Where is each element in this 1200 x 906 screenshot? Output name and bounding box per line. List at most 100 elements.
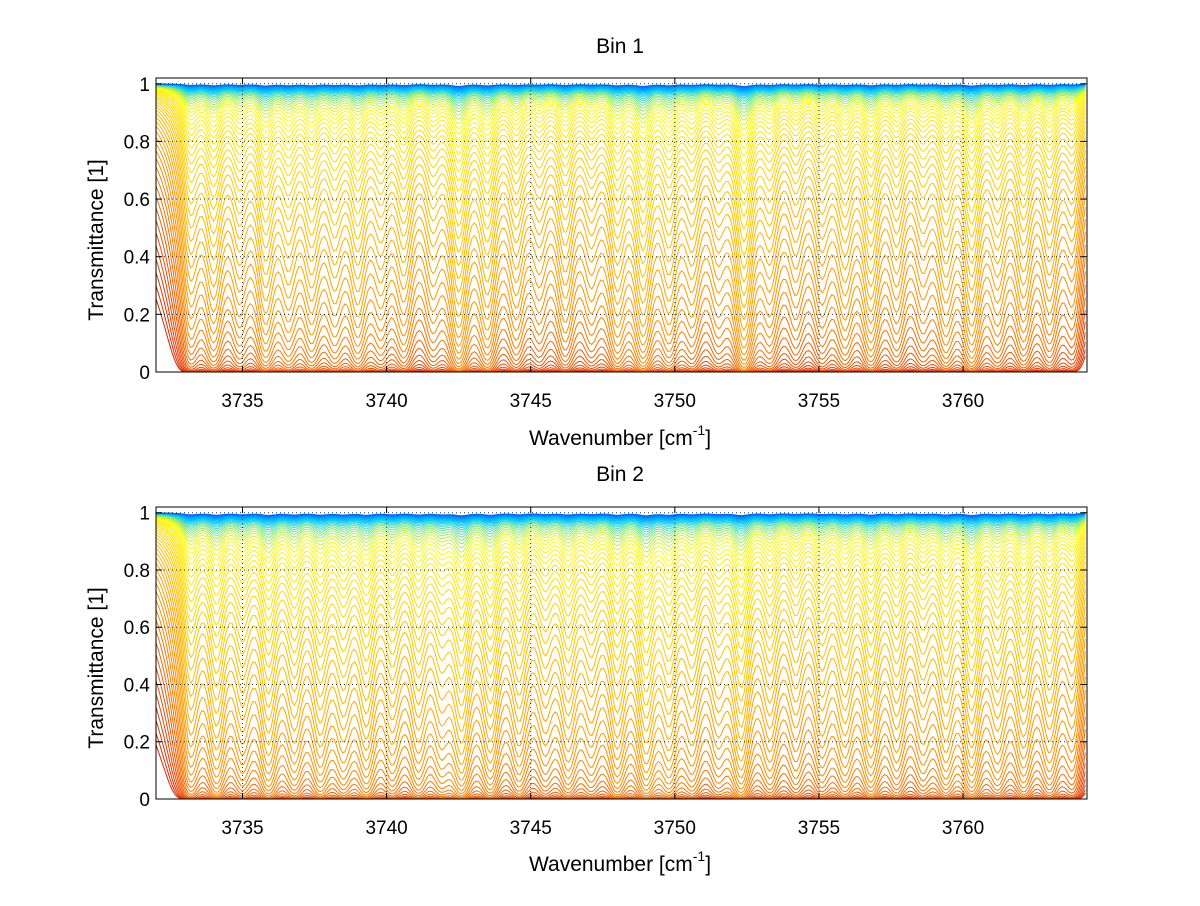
series-line: [155, 84, 1086, 99]
series-line: [155, 95, 1086, 206]
series-line: [155, 514, 1086, 541]
x-axis-label-text: Wavenumber [cm: [529, 427, 693, 450]
y-axis-label: Transmittance [1]: [85, 587, 108, 748]
series-line: [155, 575, 1086, 781]
series-line: [155, 522, 1086, 609]
y-tick-label: 0.4: [124, 675, 151, 696]
series-line: [155, 166, 1086, 368]
axes-box: [155, 506, 1088, 800]
series-line: [155, 175, 1086, 370]
chart-title: Bin 2: [596, 463, 644, 486]
x-axis-label: Wavenumber [cm-1]: [529, 422, 711, 450]
y-tick-label: 0.6: [124, 618, 150, 639]
x-tick-label: 3735: [221, 818, 263, 839]
series-line: [155, 519, 1086, 583]
series-line: [155, 85, 1086, 107]
subplot-bin-2: Bin 2 0 0.2 0.4 0.6 0.8 1 3735 3740 3745 3750 3755…: [85, 463, 1088, 876]
series-line: [155, 87, 1086, 131]
x-tick-label: 3760: [942, 391, 984, 412]
series-line: [155, 113, 1086, 297]
series-line: [155, 531, 1086, 667]
series-line: [155, 101, 1086, 244]
series-line: [155, 196, 1086, 372]
series-line: [155, 207, 1086, 373]
series-line: [155, 136, 1086, 349]
series-line: [155, 143, 1086, 356]
y-tick-label: 0.8: [124, 561, 150, 582]
series-line: [155, 125, 1086, 332]
x-tick-label: 3750: [654, 391, 696, 412]
series-line: [155, 525, 1086, 630]
series-line: [155, 568, 1086, 774]
series-line: [155, 94, 1086, 195]
series-line: [155, 84, 1086, 97]
series-line: [155, 90, 1086, 157]
series-line: [155, 529, 1086, 654]
series-line: [155, 89, 1086, 150]
series-line: [155, 514, 1086, 538]
series-line: [155, 86, 1086, 126]
series-line: [155, 513, 1086, 524]
series-line: [155, 642, 1086, 800]
subplot-bin-1: Bin 1 0 0.2 0.4 0.6 0.8 1 3735 3740 3745 3750 3755…: [85, 35, 1088, 450]
series-line: [156, 512, 1086, 517]
x-tick-label: 3755: [798, 391, 840, 412]
series-line: [155, 103, 1086, 257]
series-line: [155, 85, 1086, 114]
series-line: [155, 513, 1086, 527]
series-line: [155, 590, 1086, 791]
series-line: [156, 513, 1086, 523]
series-line: [155, 619, 1086, 798]
series-line: [155, 582, 1086, 787]
series-line: [155, 654, 1086, 800]
series-line: [155, 87, 1086, 137]
series-line: [155, 121, 1086, 321]
series-line: [156, 83, 1086, 88]
series-line: [155, 513, 1086, 529]
x-axis-label: Wavenumber [cm-1]: [529, 848, 711, 876]
y-tick-label: 0.6: [124, 190, 150, 211]
y-tick-label: 0: [139, 790, 150, 811]
x-axis-label-sup: -1: [693, 848, 706, 864]
y-tick-label: 0.2: [124, 305, 150, 326]
series-line: [155, 513, 1086, 525]
series-line: [155, 513, 1086, 531]
x-tick-label: 3760: [942, 818, 984, 839]
x-axis-label-end: ]: [705, 427, 711, 450]
series-line: [155, 527, 1086, 642]
x-tick-label: 3735: [221, 391, 263, 412]
x-axis-label-end: ]: [705, 853, 711, 876]
y-tick-label: 0: [139, 363, 150, 384]
series-line: [155, 599, 1086, 795]
x-axis-label-sup: -1: [693, 422, 706, 438]
series-line: [155, 99, 1086, 231]
series-line: [155, 537, 1086, 693]
series-line: [155, 86, 1086, 121]
x-tick-label: 3740: [365, 391, 407, 412]
series-line: [155, 84, 1086, 102]
y-tick-label: 1: [139, 75, 150, 96]
x-tick-label: 3745: [510, 818, 552, 839]
series-line: [155, 86, 1086, 117]
series-line: [155, 517, 1086, 569]
series-line: [155, 557, 1086, 755]
series-line: [155, 131, 1086, 341]
grid: [156, 78, 1087, 373]
plot-area: 0 0.2 0.4 0.6 0.8 1 3735 3740 3745 3750 3755 3760: [124, 504, 1088, 839]
y-tick-label: 0.2: [124, 733, 150, 754]
y-tick-label: 1: [139, 504, 150, 525]
y-tick-label: 0.8: [124, 132, 150, 153]
series-line: [155, 92, 1086, 175]
x-tick-label: 3740: [365, 818, 407, 839]
series-line: [155, 540, 1086, 707]
y-tick-label: 0.4: [124, 248, 151, 269]
series-line: [155, 158, 1086, 365]
series-line: [155, 97, 1086, 218]
x-axis-label-text: Wavenumber [cm: [529, 853, 693, 876]
grid: [156, 507, 1087, 800]
axes-box: [155, 77, 1088, 373]
series-line: [155, 93, 1086, 185]
series-line: [155, 85, 1086, 105]
